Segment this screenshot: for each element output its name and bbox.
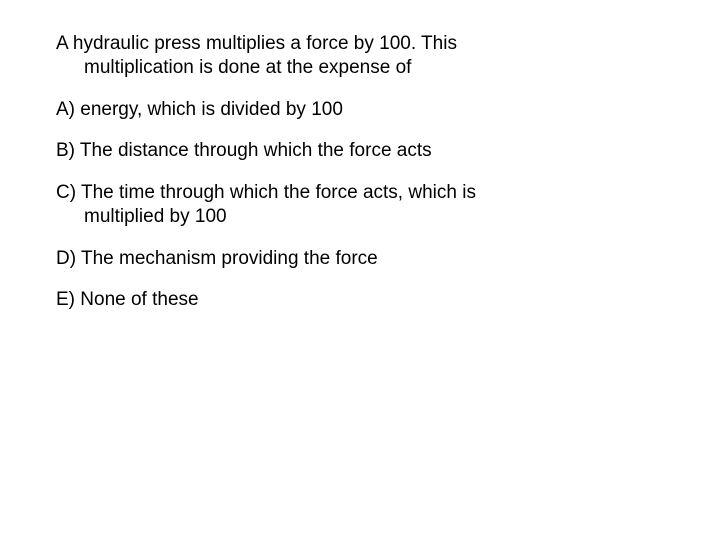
question-line1: A hydraulic press multiplies a force by … [56,33,457,54]
question-stem: A hydraulic press multiplies a force by … [56,32,664,80]
option-c-line2: multiplied by 100 [56,205,664,229]
option-c: C) The time through which the force acts… [56,181,664,229]
option-e-line1: E) None of these [56,289,199,310]
option-d: D) The mechanism providing the force [56,247,664,271]
option-e: E) None of these [56,288,664,312]
option-a: A) energy, which is divided by 100 [56,98,664,122]
option-d-line1: D) The mechanism providing the force [56,248,378,269]
option-a-line1: A) energy, which is divided by 100 [56,99,343,120]
option-c-line1: C) The time through which the force acts… [56,182,476,203]
question-line2: multiplication is done at the expense of [56,56,664,80]
option-b: B) The distance through which the force … [56,139,664,163]
option-b-line1: B) The distance through which the force … [56,140,432,161]
